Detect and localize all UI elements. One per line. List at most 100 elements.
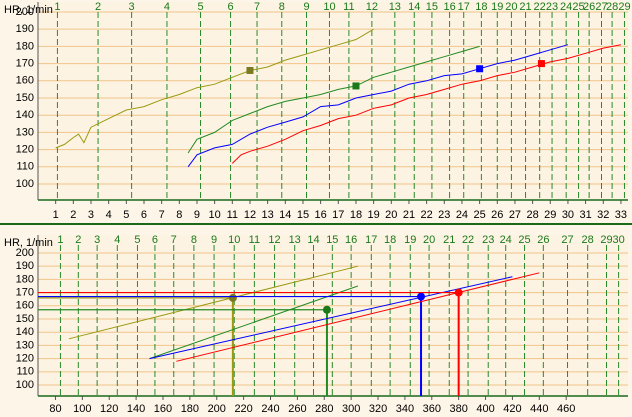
x-tick-label: 420 — [503, 403, 521, 415]
y-tick-label: 190 — [16, 260, 34, 272]
x-tick-label: 25 — [473, 209, 485, 221]
x2-tick-label: 25 — [518, 234, 530, 246]
y-tick-label: 110 — [16, 161, 34, 173]
x2-tick-label: 10 — [323, 1, 335, 13]
x-tick-label: 13 — [262, 209, 274, 221]
x2-tick-label: 27 — [595, 1, 607, 13]
x2-tick-label: 12 — [366, 1, 378, 13]
series-line — [149, 285, 359, 360]
x2-tick-label: 6 — [227, 1, 233, 13]
marker — [537, 60, 545, 68]
y-tick-label: 100 — [16, 379, 34, 391]
x-tick-label: 8 — [176, 209, 182, 221]
marker — [246, 66, 254, 74]
plot-area — [38, 235, 628, 396]
x2-tick-label: 27 — [561, 234, 573, 246]
y-tick-label: 200 — [16, 247, 34, 259]
series-line — [187, 44, 569, 168]
x-tick-label: 10 — [209, 209, 221, 221]
x-tick-label: 20 — [385, 209, 397, 221]
x-tick-label: 16 — [315, 209, 327, 221]
x-tick-label: 5 — [123, 209, 129, 221]
x2-tick-label: 8 — [279, 1, 285, 13]
x-tick-label: 7 — [159, 209, 165, 221]
series-line — [176, 272, 540, 362]
x-tick-label: 320 — [369, 403, 387, 415]
x-tick-label: 15 — [297, 209, 309, 221]
x2-tick-label: 21 — [443, 234, 455, 246]
x-tick-label: 27 — [509, 209, 521, 221]
marker — [322, 305, 331, 314]
y-tick-label: 200 — [16, 6, 34, 18]
x-tick-label: 180 — [181, 403, 199, 415]
x-tick-label: 80 — [49, 403, 61, 415]
x2-tick-label: 9 — [211, 234, 217, 246]
x2-tick-label: 20 — [423, 234, 435, 246]
x2-tick-label: 2 — [95, 1, 101, 13]
y-tick-label: 140 — [16, 109, 34, 121]
x2-tick-label: 1 — [57, 234, 63, 246]
y-tick-label: 120 — [16, 144, 34, 156]
x2-tick-label: 5 — [134, 234, 140, 246]
marker — [352, 82, 360, 90]
x2-tick-label: 26 — [583, 1, 595, 13]
marker — [417, 292, 426, 301]
x2-tick-label: 13 — [389, 1, 401, 13]
x-tick-label: 17 — [332, 209, 344, 221]
x-tick-label: 18 — [350, 209, 362, 221]
x2-tick-label: 18 — [384, 234, 396, 246]
x2-tick-label: 16 — [443, 1, 455, 13]
x2-tick-label: 19 — [404, 234, 416, 246]
x2-tick-label: 15 — [326, 234, 338, 246]
x2-tick-label: 23 — [546, 1, 558, 13]
x-tick-label: 200 — [208, 403, 226, 415]
x-tick-label: 400 — [476, 403, 494, 415]
x2-tick-label: 18 — [475, 1, 487, 13]
x2-tick-label: 17 — [365, 234, 377, 246]
x-tick-label: 100 — [73, 403, 91, 415]
marker — [228, 293, 237, 302]
x-tick-label: 280 — [315, 403, 333, 415]
x-tick-label: 21 — [403, 209, 415, 221]
y-tick-label: 150 — [16, 92, 34, 104]
x-tick-label: 260 — [288, 403, 306, 415]
x-tick-label: 33 — [615, 209, 627, 221]
x-tick-label: 22 — [420, 209, 432, 221]
marker — [454, 288, 463, 297]
y-tick-label: 180 — [16, 40, 34, 52]
x2-tick-label: 3 — [129, 1, 135, 13]
y-tick-label: 130 — [16, 126, 34, 138]
series-line — [187, 45, 480, 154]
x-tick-label: 300 — [342, 403, 360, 415]
x2-tick-label: 29 — [618, 1, 630, 13]
x2-tick-label: 9 — [303, 1, 309, 13]
series-line — [68, 265, 359, 340]
x2-tick-label: 24 — [500, 234, 512, 246]
x2-tick-label: 4 — [164, 1, 170, 13]
y-axis-title: HR, 1/min — [4, 4, 53, 16]
x-tick-label: 2 — [70, 209, 76, 221]
x2-tick-label: 3 — [94, 234, 100, 246]
x-tick-label: 29 — [544, 209, 556, 221]
series-line — [55, 28, 374, 149]
x-tick-label: 26 — [491, 209, 503, 221]
x2-tick-label: 19 — [491, 1, 503, 13]
x2-tick-label: 7 — [171, 234, 177, 246]
x2-tick-label: 23 — [482, 234, 494, 246]
x-tick-label: 11 — [227, 209, 238, 221]
series-line — [149, 276, 513, 360]
y-tick-label: 130 — [16, 339, 34, 351]
x2-tick-label: 10 — [228, 234, 240, 246]
y-tick-label: 190 — [16, 23, 34, 35]
x-tick-label: 140 — [127, 403, 145, 415]
x-tick-label: 12 — [244, 209, 256, 221]
x2-tick-label: 1 — [54, 1, 60, 13]
x-tick-label: 220 — [234, 403, 252, 415]
x-tick-label: 31 — [579, 209, 591, 221]
x-tick-label: 32 — [597, 209, 609, 221]
x2-tick-label: 29 — [600, 234, 612, 246]
x-tick-label: 28 — [526, 209, 538, 221]
x-tick-label: 23 — [438, 209, 450, 221]
y-tick-label: 100 — [16, 178, 34, 190]
y-tick-label: 170 — [16, 286, 34, 298]
